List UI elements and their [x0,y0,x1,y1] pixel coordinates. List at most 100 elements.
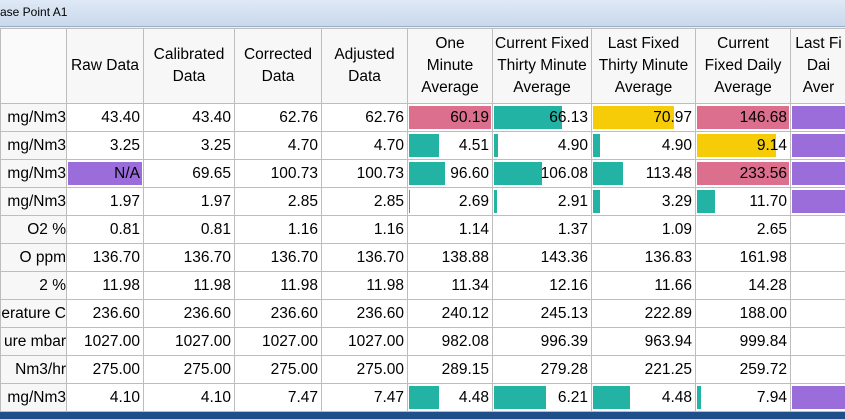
table-cell[interactable]: 1.37 [492,215,592,244]
table-cell[interactable]: 11.34 [407,271,493,300]
table-cell[interactable]: 6.21 [492,383,592,412]
table-cell[interactable]: 136.70 [66,243,144,272]
table-cell[interactable]: 1.16 [321,215,408,244]
table-cell[interactable]: 43.40 [66,103,144,132]
row-header[interactable]: O ppm [0,243,67,272]
table-cell[interactable]: 963.94 [591,327,696,356]
table-cell[interactable]: 1.97 [143,187,235,216]
table-cell[interactable]: 0.81 [143,215,235,244]
table-cell[interactable]: 236.60 [143,299,235,328]
table-cell[interactable]: 236.60 [66,299,144,328]
column-header-corner[interactable] [0,28,67,104]
table-cell[interactable]: 222.89 [591,299,696,328]
table-cell[interactable]: 100.73 [234,159,322,188]
row-header[interactable]: mg/Nm3 [0,383,67,412]
table-cell[interactable]: 4.70 [321,131,408,160]
table-cell[interactable]: N/A [66,159,144,188]
table-cell[interactable]: 236.60 [234,299,322,328]
table-cell[interactable]: 43.40 [143,103,235,132]
table-row[interactable]: mg/Nm3 1.97 1.97 2.85 2.85 2.69 2.91 3.29 11.70 [0,187,845,216]
column-header-last-thirty-minute-average[interactable]: Last Fixed Thirty Minute Average [591,28,696,104]
table-cell[interactable]: 4.90 [591,131,696,160]
table-cell[interactable]: 236.60 [321,299,408,328]
table-cell[interactable]: 245.13 [492,299,592,328]
table-cell[interactable]: 7.94 [695,383,791,412]
table-cell[interactable]: 70.97 [591,103,696,132]
table-cell[interactable]: 275.00 [66,355,144,384]
table-cell[interactable]: 996.39 [492,327,592,356]
table-cell[interactable] [790,327,845,356]
table-cell[interactable]: 289.15 [407,355,493,384]
table-cell[interactable] [790,187,845,216]
table-cell[interactable]: 136.70 [143,243,235,272]
table-cell[interactable]: 11.98 [321,271,408,300]
table-cell[interactable]: 11.98 [66,271,144,300]
table-cell[interactable]: 136.83 [591,243,696,272]
column-header-raw-data[interactable]: Raw Data [66,28,144,104]
table-cell[interactable]: 60.19 [407,103,493,132]
column-header-corrected-data[interactable]: Corrected Data [234,28,322,104]
table-cell[interactable]: 2.65 [695,215,791,244]
table-cell[interactable]: 982.08 [407,327,493,356]
row-header[interactable]: mg/Nm3 [0,131,67,160]
table-row[interactable]: mg/Nm3 3.25 3.25 4.70 4.70 4.51 4.90 4.90 9.14 [0,131,845,160]
table-cell[interactable]: 1027.00 [234,327,322,356]
row-header[interactable]: O2 % [0,215,67,244]
row-header[interactable]: Nm3/hr [0,355,67,384]
table-cell[interactable]: 275.00 [234,355,322,384]
table-cell[interactable]: 100.73 [321,159,408,188]
table-cell[interactable]: 66.13 [492,103,592,132]
row-header[interactable]: ure mbar [0,327,67,356]
table-cell[interactable]: 221.25 [591,355,696,384]
table-cell[interactable]: 240.12 [407,299,493,328]
table-row[interactable]: mg/Nm3 N/A 69.65 100.73 100.73 96.60 106.08 113… [0,159,845,188]
table-cell[interactable]: 2.85 [321,187,408,216]
table-cell[interactable]: 136.70 [321,243,408,272]
table-cell[interactable] [790,131,845,160]
table-cell[interactable]: 1.16 [234,215,322,244]
table-cell[interactable]: 2.91 [492,187,592,216]
table-cell[interactable]: 138.88 [407,243,493,272]
table-cell[interactable]: 146.68 [695,103,791,132]
table-cell[interactable]: 233.56 [695,159,791,188]
table-cell[interactable]: 7.47 [321,383,408,412]
table-cell[interactable]: 4.10 [66,383,144,412]
table-cell[interactable]: 0.81 [66,215,144,244]
table-cell[interactable]: 279.28 [492,355,592,384]
table-cell[interactable]: 2.85 [234,187,322,216]
row-header[interactable]: mg/Nm3 [0,159,67,188]
table-cell[interactable]: 4.90 [492,131,592,160]
column-header-current-daily-average[interactable]: Current Fixed Daily Average [695,28,791,104]
table-cell[interactable]: 11.70 [695,187,791,216]
row-header[interactable]: 2 % [0,271,67,300]
table-cell[interactable]: 4.10 [143,383,235,412]
table-cell[interactable]: 275.00 [321,355,408,384]
table-row[interactable]: O2 % 0.81 0.81 1.16 1.16 1.14 1.37 1.09 2.65 [0,215,845,244]
table-cell[interactable]: 1027.00 [143,327,235,356]
table-cell[interactable]: 3.25 [143,131,235,160]
table-cell[interactable]: 4.48 [407,383,493,412]
table-cell[interactable]: 69.65 [143,159,235,188]
table-cell[interactable]: 12.16 [492,271,592,300]
table-row[interactable]: 2 % 11.98 11.98 11.98 11.98 11.34 12.16 11.66 14… [0,271,845,300]
table-cell[interactable]: 1.14 [407,215,493,244]
column-header-one-minute-average[interactable]: One Minute Average [407,28,493,104]
table-row[interactable]: erature C 236.60 236.60 236.60 236.60 240.12 2… [0,299,845,328]
table-cell[interactable]: 136.70 [234,243,322,272]
table-cell[interactable]: 106.08 [492,159,592,188]
table-cell[interactable] [790,355,845,384]
table-cell[interactable]: 3.29 [591,187,696,216]
table-cell[interactable]: 4.51 [407,131,493,160]
table-cell[interactable]: 999.84 [695,327,791,356]
table-cell[interactable]: 275.00 [143,355,235,384]
table-cell[interactable] [790,215,845,244]
table-cell[interactable]: 259.72 [695,355,791,384]
table-cell[interactable]: 143.36 [492,243,592,272]
table-cell[interactable] [790,383,845,412]
table-cell[interactable] [790,271,845,300]
column-header-current-thirty-minute-average[interactable]: Current Fixed Thirty Minute Average [492,28,592,104]
row-header[interactable]: mg/Nm3 [0,103,67,132]
table-row[interactable]: mg/Nm3 4.10 4.10 7.47 7.47 4.48 6.21 4.48 7.94 [0,383,845,412]
column-header-last-daily-average[interactable]: Last Fi Dai Aver [790,28,845,104]
table-cell[interactable]: 9.14 [695,131,791,160]
